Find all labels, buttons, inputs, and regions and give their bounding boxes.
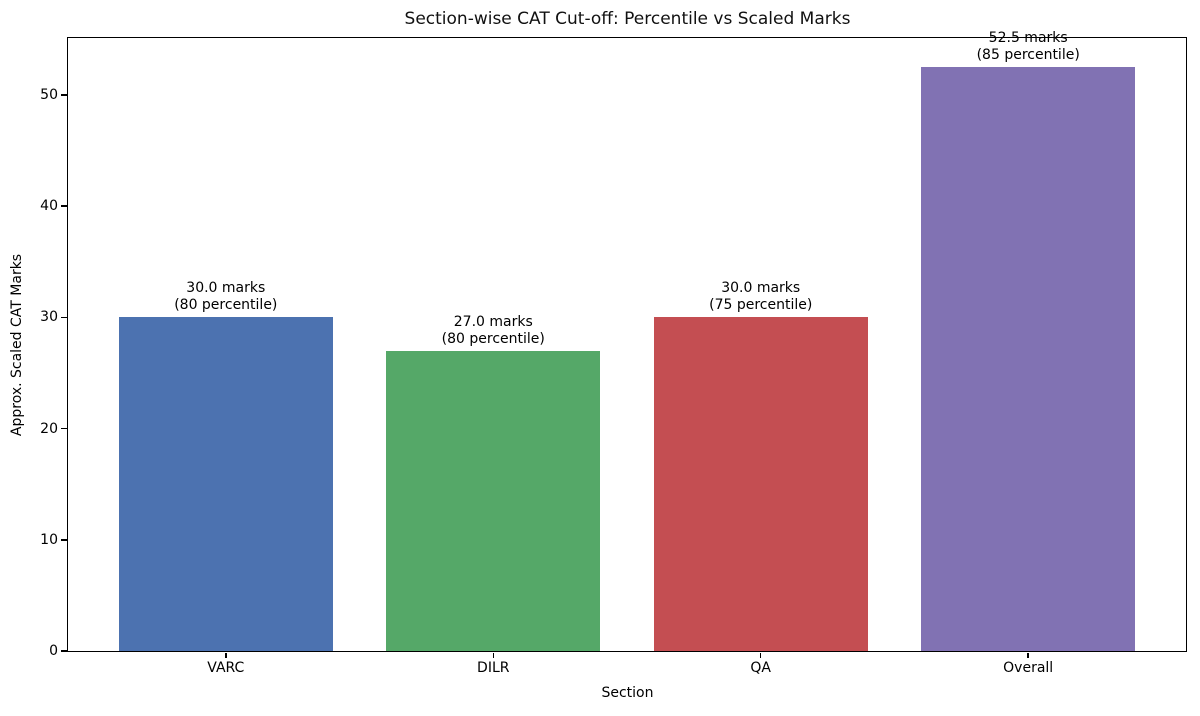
y-tick-label: 0 — [49, 643, 58, 659]
plot-area: 0 10 20 30 40 50 30.0 marks (80 percentile) VAR… — [40, 30, 1187, 676]
x-tick-label-overall: Overall — [1003, 660, 1054, 676]
x-tick-label-dilr: DILR — [477, 660, 510, 676]
y-tick-label: 30 — [40, 309, 58, 326]
bar-annotation-overall: 52.5 marks (85 percentile) — [976, 30, 1080, 64]
y-tick-label: 20 — [40, 420, 58, 437]
y-tick-label: 40 — [40, 198, 58, 215]
x-tick-label-qa: QA — [750, 660, 772, 676]
bar-dilr — [386, 350, 601, 651]
x-tick-mark — [759, 652, 762, 658]
bar-qa — [653, 317, 868, 651]
y-tick-mark — [60, 539, 67, 541]
x-tick-mark — [225, 652, 227, 658]
y-tick-label: 10 — [40, 531, 58, 548]
bar-annotation-qa: 30.0 marks (75 percentile) — [709, 280, 813, 314]
bar-annotation-varc: 30.0 marks (80 percentile) — [174, 280, 278, 314]
bar-overall — [921, 67, 1136, 651]
x-tick-label-varc: VARC — [207, 660, 245, 676]
y-tick-mark — [60, 650, 67, 652]
y-tick-mark — [60, 427, 67, 430]
x-axis-label: Section — [601, 685, 654, 701]
bar-varc — [118, 317, 333, 651]
chart-title: Section-wise CAT Cut-off: Percentile vs … — [404, 9, 851, 29]
x-tick-mark — [1027, 652, 1029, 658]
x-tick-mark — [492, 652, 495, 658]
y-axis-label: Approx. Scaled CAT Marks — [9, 253, 25, 437]
y-tick-label: 50 — [40, 87, 58, 103]
y-tick-mark — [60, 94, 67, 96]
y-tick-mark — [60, 205, 67, 207]
y-tick-mark — [60, 316, 67, 319]
bar-annotation-dilr: 27.0 marks (80 percentile) — [441, 313, 545, 347]
